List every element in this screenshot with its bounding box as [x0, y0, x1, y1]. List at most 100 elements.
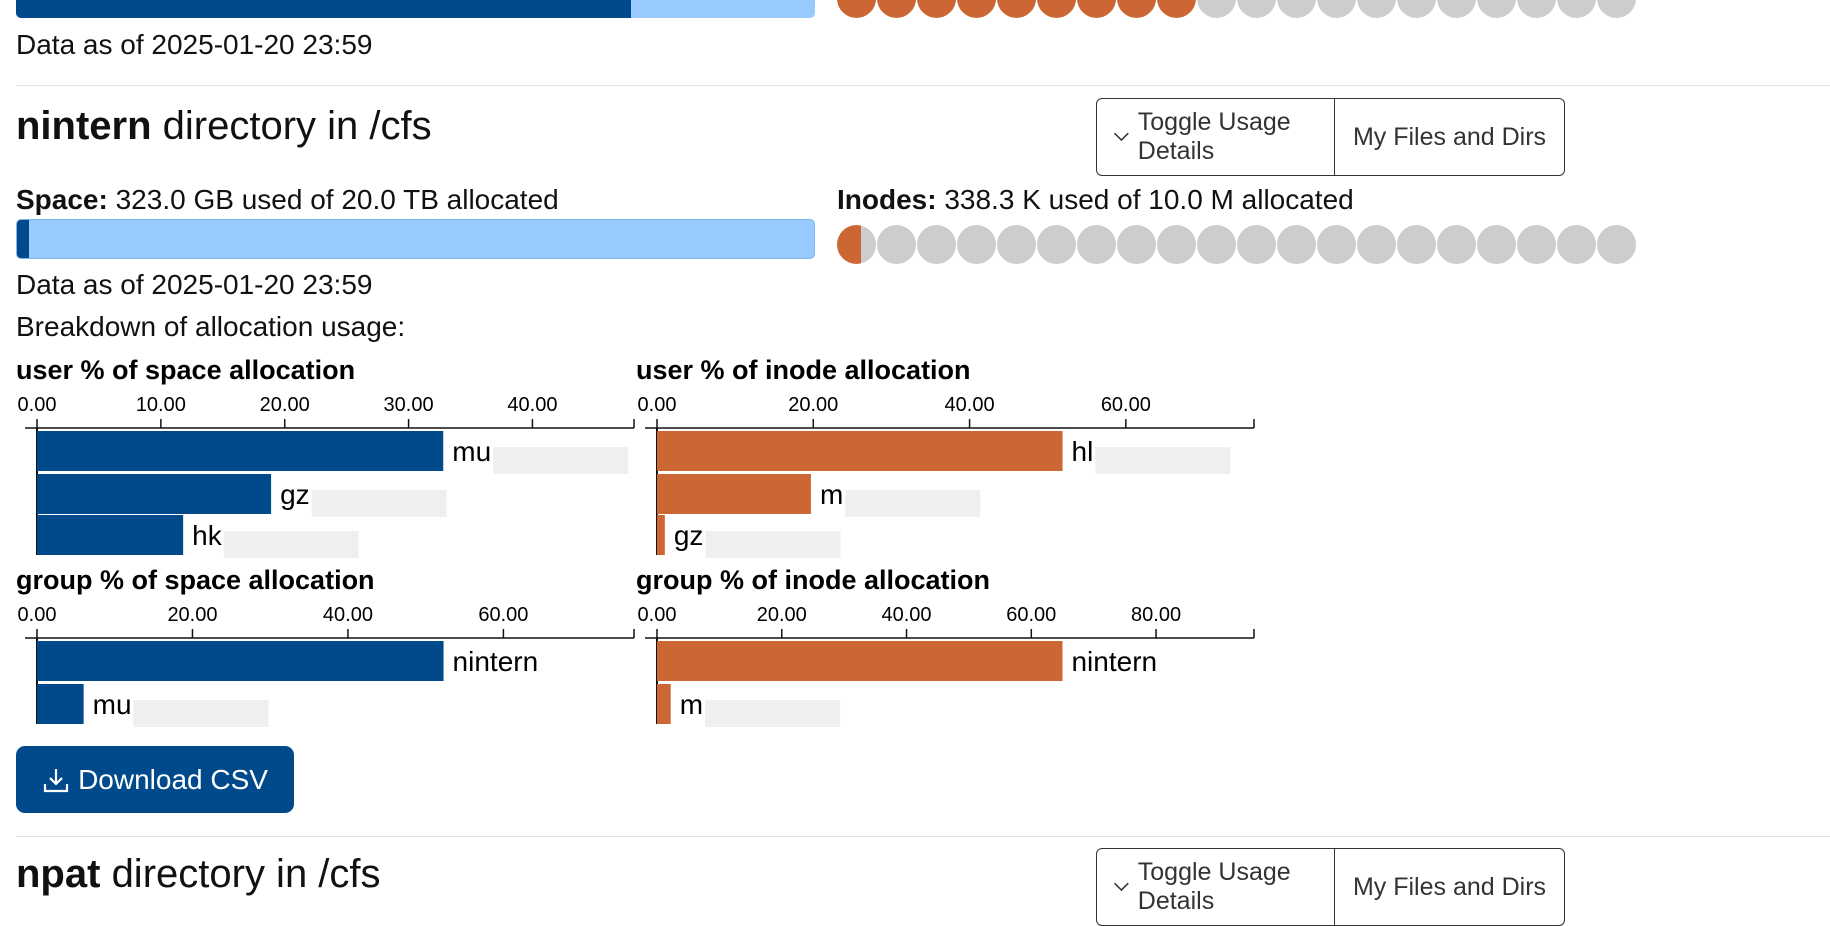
- x-tick-label: 60.00: [478, 604, 528, 626]
- inode-dot: [1317, 225, 1356, 264]
- inode-dot: [837, 225, 876, 264]
- space-text: 323.0 GB used of 20.0 TB allocated: [115, 184, 559, 215]
- bar-label: nintern: [1071, 646, 1157, 677]
- inode-dot: [1597, 225, 1636, 264]
- bar-label: hl: [1072, 436, 1094, 467]
- inode-dot: [1237, 225, 1276, 264]
- inode-dot: [1397, 225, 1436, 264]
- inode-dot: [1317, 0, 1356, 18]
- page: {"top_section": {"data_as_of": "Data as …: [16, 0, 1830, 926]
- inode-dot: [1397, 0, 1436, 18]
- x-tick-label: 60.00: [1006, 604, 1056, 626]
- toggle-button[interactable]: Toggle Usage Details: [1097, 99, 1334, 175]
- inode-dot: [1357, 0, 1396, 18]
- chart-title: user % of inode allocation: [636, 355, 971, 385]
- inode-dot: [1477, 225, 1516, 264]
- inode-dot: [1557, 225, 1596, 264]
- x-tick-label: 0.00: [638, 394, 677, 416]
- bar-label: nintern: [453, 646, 539, 677]
- breakdown-label: Breakdown of allocation usage:: [16, 311, 406, 342]
- section-heading: nintern directory in /cfs: [16, 103, 432, 149]
- inode-dot: [1277, 225, 1316, 264]
- inode-dot: [1437, 0, 1476, 18]
- files-button[interactable]: My Files and Dirs: [1334, 99, 1564, 175]
- button-label: My Files and Dirs: [1352, 122, 1547, 151]
- x-tick-label: 20.00: [788, 394, 838, 416]
- x-tick-label: 0.00: [18, 604, 57, 626]
- x-tick-label: 20.00: [167, 604, 217, 626]
- x-tick-label: 0.00: [638, 604, 677, 626]
- inode-dot: [1557, 0, 1596, 18]
- toggle-button[interactable]: Toggle Usage Details: [1097, 849, 1334, 925]
- divider: [16, 85, 1830, 86]
- data-date: Data as of 2025-01-20 23:59: [16, 29, 373, 60]
- inode-dot: [1117, 225, 1156, 264]
- inodes-label: Inodes:: [837, 184, 937, 215]
- x-tick-label: 60.00: [1101, 394, 1151, 416]
- section-heading: npat directory in /cfs: [16, 851, 381, 897]
- bar: [657, 684, 671, 724]
- files-button[interactable]: My Files and Dirs: [1334, 849, 1564, 925]
- bar-label: m: [820, 479, 843, 510]
- space-line: Space: 323.0 GB used of 20.0 TB allocate…: [16, 184, 559, 216]
- chart-title: group % of inode allocation: [636, 565, 990, 595]
- inode-dot: [1477, 0, 1516, 18]
- bar: [657, 474, 811, 514]
- x-tick-label: 30.00: [384, 394, 434, 416]
- x-tick-label: 20.00: [260, 394, 310, 416]
- button-group: Toggle Usage Details My Files and Dirs: [1096, 98, 1565, 176]
- inode-dot: [997, 0, 1036, 18]
- x-tick-label: 40.00: [507, 394, 557, 416]
- bar: [657, 641, 1063, 681]
- x-tick-label: 40.00: [945, 394, 995, 416]
- bar-label: m: [680, 689, 703, 720]
- bar: [37, 431, 444, 471]
- chart-title: user % of space allocation: [16, 355, 355, 385]
- redaction: [705, 531, 841, 558]
- data-date: Data as of 2025-01-20 23:59: [16, 269, 373, 300]
- button-group: Toggle Usage Details My Files and Dirs: [1096, 848, 1565, 926]
- space-bar: [16, 0, 815, 18]
- inode-dot: [1277, 0, 1316, 18]
- chevron-icon: [1113, 132, 1129, 142]
- bar-label: gz: [280, 479, 310, 510]
- inode-dot: [1517, 225, 1556, 264]
- inode-dot: [1157, 225, 1196, 264]
- bar: [37, 474, 272, 514]
- redaction: [705, 700, 841, 727]
- bar: [657, 515, 665, 555]
- button-label: Download CSV: [78, 763, 268, 795]
- inode-dot: [1437, 225, 1476, 264]
- inode-dot: [1197, 0, 1236, 18]
- dir-name: npat: [16, 852, 101, 896]
- inode-dot: [957, 225, 996, 264]
- inodes-line: Inodes: 338.3 K used of 10.0 M allocated: [837, 184, 1354, 216]
- bar: [37, 515, 184, 555]
- button-label: My Files and Dirs: [1352, 872, 1547, 901]
- redaction: [493, 447, 629, 474]
- bar-label: mu: [93, 689, 132, 720]
- inode-dot: [1117, 0, 1156, 18]
- chart-title: group % of space allocation: [16, 565, 375, 595]
- bar: [37, 684, 84, 724]
- inode-dot: [1077, 0, 1116, 18]
- inode-dot: [957, 0, 996, 18]
- download-button[interactable]: Download CSV: [16, 746, 294, 813]
- inode-dot: [1037, 0, 1076, 18]
- inode-dot: [1037, 225, 1076, 264]
- bar: [37, 641, 444, 681]
- download-icon: [43, 768, 69, 792]
- inode-dot: [877, 0, 916, 18]
- inode-dot: [917, 0, 956, 18]
- redaction: [845, 490, 981, 517]
- inode-dot: [1157, 0, 1196, 18]
- inode-dot: [997, 225, 1036, 264]
- button-label: Toggle Usage Details: [1137, 858, 1291, 915]
- x-tick-label: 20.00: [757, 604, 807, 626]
- inode-dot: [1597, 0, 1636, 18]
- space-label: Space:: [16, 184, 108, 215]
- bar: [657, 431, 1063, 471]
- bar-label: hk: [192, 520, 223, 551]
- heading-rest: directory in /cfs: [111, 852, 381, 896]
- bar-label: gz: [674, 520, 704, 551]
